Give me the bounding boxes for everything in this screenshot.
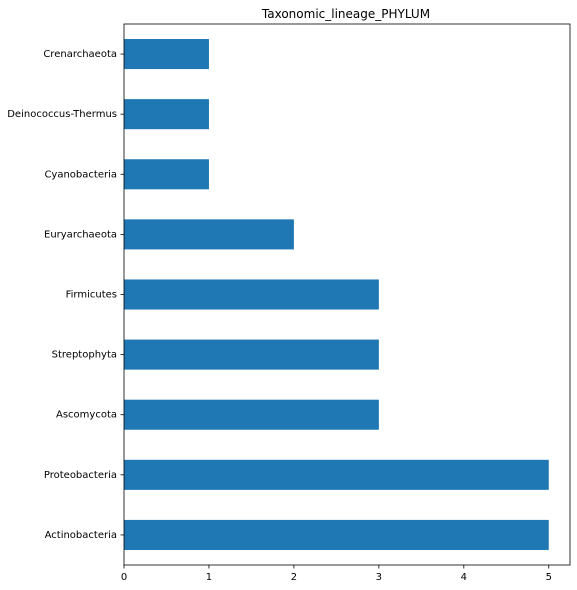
bar-crenarchaeota	[124, 39, 209, 70]
x-tick-label: 0	[121, 572, 127, 583]
bar-cyanobacteria	[124, 159, 209, 190]
x-tick-label: 4	[461, 572, 467, 583]
y-tick-label: Streptophyta	[52, 350, 117, 361]
chart-title: Taxonomic_lineage_PHYLUM	[261, 7, 430, 21]
y-tick-label: Euryarchaeota	[44, 229, 117, 240]
y-axis-ticks: Crenarchaeota Deinococcus-Thermus Cyanobac…	[7, 49, 124, 541]
x-tick-label: 2	[291, 572, 297, 583]
bar-ascomycota	[124, 399, 379, 430]
bar-firmicutes	[124, 279, 379, 310]
y-tick-label: Proteobacteria	[44, 470, 117, 481]
y-tick-label: Ascomycota	[56, 410, 117, 421]
y-tick-label: Actinobacteria	[45, 530, 117, 541]
bars-layer	[124, 39, 549, 550]
y-tick-label: Firmicutes	[66, 290, 117, 301]
bar-deinococcus-thermus	[124, 99, 209, 130]
x-tick-label: 1	[206, 572, 212, 583]
x-tick-label: 5	[546, 572, 552, 583]
y-tick-label: Cyanobacteria	[44, 169, 117, 180]
x-axis-ticks: 0 1 2 3 4 5	[121, 565, 552, 583]
bar-euryarchaeota	[124, 219, 294, 250]
y-tick-label: Deinococcus-Thermus	[7, 109, 117, 120]
x-tick-label: 3	[376, 572, 382, 583]
plot-frame	[123, 23, 571, 566]
bar-proteobacteria	[124, 459, 549, 490]
bar-streptophyta	[124, 339, 379, 370]
bar-actinobacteria	[124, 519, 549, 550]
y-tick-label: Crenarchaeota	[43, 49, 117, 60]
